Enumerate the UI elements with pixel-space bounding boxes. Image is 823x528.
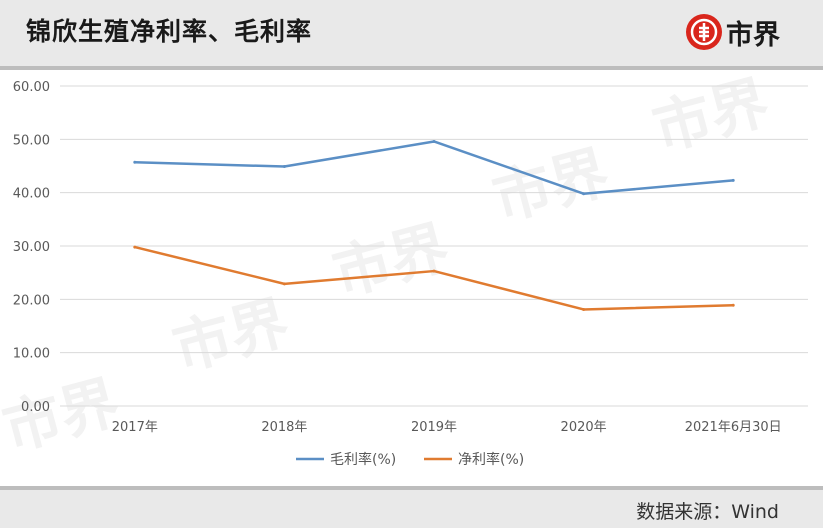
- y-tick-label: 0.00: [21, 400, 50, 415]
- logo-text: 市界: [726, 19, 780, 51]
- legend-label: 毛利率(%): [330, 451, 396, 468]
- data-point: [731, 303, 735, 307]
- data-point: [432, 139, 436, 143]
- x-tick-label: 2019年: [411, 420, 457, 435]
- data-point: [582, 307, 586, 311]
- data-point: [133, 245, 137, 249]
- svg-text:市界: 市界: [486, 138, 616, 234]
- y-tick-label: 50.00: [13, 133, 50, 148]
- data-point: [282, 282, 286, 286]
- y-tick-label: 60.00: [13, 80, 50, 95]
- x-tick-label: 2017年: [112, 420, 158, 435]
- data-point: [582, 192, 586, 196]
- legend-label: 净利率(%): [458, 451, 524, 468]
- logo-icon: [686, 14, 722, 50]
- chart-area: 市界 市界 市界 市界 市界 0.00 10.00 20.00 30.00 40.00 50.00 6…: [0, 68, 823, 485]
- data-point: [432, 269, 436, 273]
- x-tick-label: 2021年6月30日: [685, 420, 782, 435]
- source-note: 数据来源：Wind: [636, 501, 779, 523]
- line-chart: 市界市界市界市界市界0.0010.0020.0030.0040.0050.006…: [0, 68, 808, 468]
- y-tick-label: 20.00: [13, 293, 50, 308]
- y-tick-label: 10.00: [13, 347, 50, 362]
- svg-text:市界: 市界: [326, 213, 456, 309]
- data-point: [282, 165, 286, 169]
- divider-top: [0, 66, 823, 70]
- series-line-gross: [134, 140, 734, 195]
- svg-text:市界: 市界: [646, 70, 776, 164]
- svg-text:市界: 市界: [0, 368, 126, 464]
- x-tick-label: 2018年: [261, 420, 307, 435]
- data-point: [731, 178, 735, 182]
- y-tick-label: 40.00: [13, 187, 50, 202]
- divider-bottom: [0, 486, 823, 490]
- footer-bar: 数据来源：Wind: [0, 490, 823, 528]
- chart-title: 锦欣生殖净利率、毛利率: [26, 17, 313, 46]
- data-point: [133, 160, 137, 164]
- header-bar: 锦欣生殖净利率、毛利率 市界: [0, 0, 823, 66]
- y-tick-label: 30.00: [13, 240, 50, 255]
- x-tick-label: 2020年: [561, 420, 607, 435]
- brand-logo: 市界: [686, 12, 780, 52]
- svg-text:市界: 市界: [166, 288, 296, 384]
